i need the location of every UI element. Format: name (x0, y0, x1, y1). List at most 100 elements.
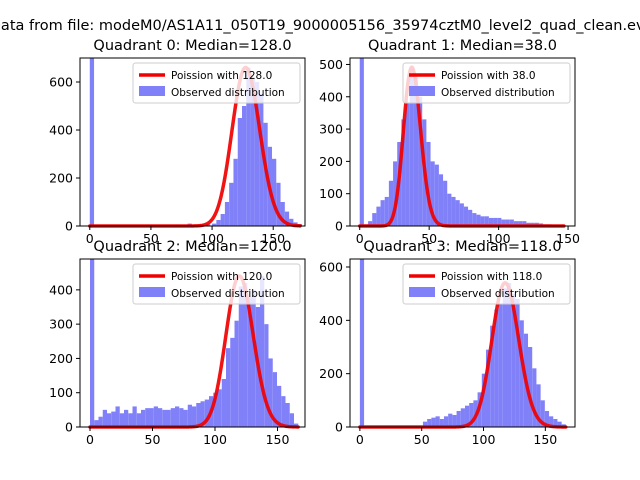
quadrant-1-legend-poisson-label: Poission with 38.0 (441, 70, 536, 82)
quadrant-1-ytick-label: 100 (319, 186, 343, 201)
quadrant-1-bar-26 (468, 209, 473, 226)
quadrant-3-bar-10 (460, 408, 465, 427)
quadrant-0-bar-9 (229, 182, 234, 226)
quadrant-0-legend-observed-swatch (139, 86, 165, 96)
quadrant-1-ytick-label: 0 (335, 219, 343, 234)
quadrant-2-xtick-label: 100 (203, 432, 227, 447)
quadrant-1-legend-observed-label: Observed distribution (441, 87, 555, 99)
quadrant-3-bar-6 (443, 416, 449, 427)
quadrant-2-bar-38 (251, 289, 256, 427)
quadrant-1-panel: 0 50 100 150 0 100 200 300 400 500 Quadrant 1: Me… (319, 38, 580, 246)
quadrant-1-bar-34 (501, 219, 506, 226)
quadrant-3-legend-observed-swatch (409, 287, 435, 297)
quadrant-1-ytick-label: 300 (319, 122, 343, 137)
quadrant-3-legend-box (402, 263, 571, 305)
quadrant-2-bar-45 (281, 396, 286, 427)
quadrant-1-xtick-label: 150 (556, 231, 580, 246)
quadrant-1-bar-21 (447, 193, 452, 226)
quadrant-2-xtick-label: 150 (266, 432, 290, 447)
quadrant-1-bar-30 (484, 216, 489, 226)
quadrant-1-bar-23 (455, 200, 460, 226)
quadrant-3-bar-15 (481, 373, 486, 427)
quadrant-3-ytick-label: 400 (319, 313, 343, 328)
quadrant-1-bar-14 (418, 96, 423, 227)
quadrant-3-xtick-label: 150 (533, 432, 557, 447)
quadrant-2-bar-16 (158, 408, 163, 427)
quadrant-0-bar-8 (224, 202, 230, 226)
quadrant-1-bar-10 (401, 119, 406, 226)
quadrant-0-bar-12 (242, 106, 247, 226)
quadrant-3-ytick-label: 0 (335, 420, 343, 435)
quadrant-2-bar-20 (175, 406, 180, 427)
quadrant-2-panel: 0 50 100 150 0 100 200 300 400 Quadrant 2: Media… (49, 239, 306, 447)
quadrant-0-bar-10 (233, 158, 238, 226)
quadrant-0-bar-19 (271, 158, 277, 226)
quadrant-0-xtick-label: 0 (86, 231, 94, 246)
quadrant-3-xtick-label: 50 (414, 432, 430, 447)
quadrant-2-bar-21 (179, 408, 184, 427)
quadrant-2-ytick-label: 200 (49, 351, 73, 366)
quadrant-2-bar-47 (289, 413, 294, 427)
quadrant-3-bar-32 (553, 419, 558, 427)
quadrant-2-xtick-label: 0 (86, 432, 94, 447)
quadrant-2-xtick-label: 50 (145, 432, 161, 447)
quadrant-0-bar-14 (250, 77, 255, 226)
quadrant-2-bar-10 (132, 406, 137, 427)
quadrant-3-legend: Poission with 118.0 Observed distributio… (402, 263, 571, 305)
quadrant-0-bar-21 (280, 202, 285, 226)
quadrant-1-bar-12 (409, 67, 414, 226)
quadrant-1-xtick-label: 0 (356, 231, 364, 246)
quadrant-2-bar-11 (136, 413, 141, 427)
quadrant-0-bar-13 (246, 67, 251, 226)
quadrant-0-axes: 0 50 100 150 0 200 400 600 (49, 57, 306, 246)
quadrant-1-title: Quadrant 1: Median=38.0 (368, 38, 557, 54)
quadrant-1-xtick-label: 100 (487, 231, 511, 246)
quadrant-1-bar-8 (393, 161, 398, 226)
quadrant-0-legend-poisson-label: Poission with 128.0 (171, 70, 272, 82)
quadrant-3-bar-16 (485, 349, 491, 427)
quadrant-0-ytick-label: 400 (49, 123, 73, 138)
quadrant-2-ytick-label: 0 (65, 420, 73, 435)
quadrant-1-legend: Poission with 38.0 Observed distribution (402, 62, 571, 104)
quadrant-2-ytick-label: 100 (49, 385, 73, 400)
quadrant-1-bar-24 (459, 203, 464, 226)
quadrant-3-bar-20 (502, 288, 507, 427)
quadrant-2-bar-32 (226, 348, 231, 427)
quadrant-1-bar-38 (518, 221, 523, 226)
quadrant-2-bar-6 (115, 406, 120, 427)
quadrant-0-ytick-label: 600 (49, 75, 73, 90)
quadrant-2-bar-31 (221, 379, 226, 427)
quadrant-1-bar-20 (443, 180, 448, 226)
quadrant-2-bar-40 (260, 276, 265, 427)
quadrant-3-bar-9 (456, 411, 461, 427)
quadrant-2-bar-26 (200, 401, 205, 427)
quadrant-2-bar-30 (217, 389, 222, 427)
quadrant-3-xtick-label: 100 (472, 432, 496, 447)
quadrant-1-xtick-label: 50 (421, 231, 437, 246)
quadrant-0-legend-observed-label: Observed distribution (171, 87, 285, 99)
quadrant-1-bar-0 (359, 58, 364, 226)
quadrant-0-bar-20 (276, 182, 281, 226)
quadrant-1-ytick-label: 200 (319, 154, 343, 169)
quadrant-2-bar-0 (90, 259, 95, 427)
quadrant-2-bar-24 (192, 406, 197, 427)
quadrant-2-legend-observed-label: Observed distribution (171, 288, 285, 300)
quadrant-3-bar-0 (359, 259, 365, 427)
quadrant-0-bar-22 (284, 211, 290, 226)
quadrant-2-bar-46 (285, 403, 290, 427)
quadrant-3-title: Quadrant 3: Median=118.0 (363, 239, 561, 255)
quadrant-1-ytick-label: 400 (319, 89, 343, 104)
quadrant-2-frame (79, 258, 306, 428)
quadrant-1-bar-25 (463, 206, 469, 226)
quadrant-3-axes: 0 50 100 150 0 200 400 600 (319, 258, 576, 447)
quadrant-3-frame (349, 258, 576, 428)
figure-suptitle: Data from file: modeM0/AS1A11_050T19_900… (0, 18, 640, 34)
quadrant-3-bar-27 (532, 368, 537, 427)
quadrant-2-bar-23 (187, 404, 192, 427)
quadrant-2-bar-5 (111, 411, 116, 427)
quadrant-0-title: Quadrant 0: Median=128.0 (93, 38, 291, 54)
quadrant-1-bar-7 (388, 180, 394, 226)
quadrant-2-legend-observed-swatch (139, 287, 165, 297)
quadrant-1-bar-2 (368, 221, 373, 226)
quadrant-3-bar-1 (422, 421, 428, 427)
